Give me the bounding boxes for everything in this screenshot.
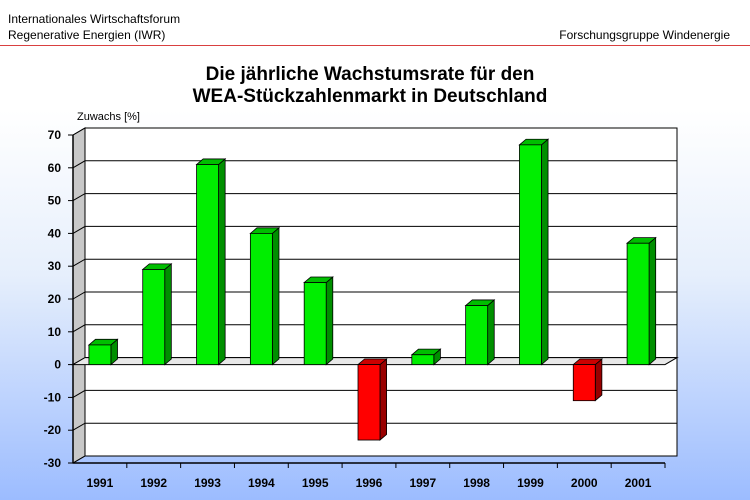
bar-2000 [572,358,603,402]
organization-subtitle: Regenerative Energien (IWR) [8,28,166,42]
x-tick-label: 1999 [517,476,544,490]
bar-1995 [303,276,334,366]
bar-front [572,364,596,402]
y-tick-label: 60 [48,161,62,175]
y-tick-label: -30 [44,456,62,470]
gridline [72,225,677,234]
gridline [72,291,677,300]
bar-side [648,236,657,366]
x-tick-label: 1996 [356,476,383,490]
bar-1993 [195,158,227,366]
bar-front [411,354,435,366]
bar-front [196,164,219,366]
bar-front [142,269,166,366]
y-tick-label: 20 [48,292,62,306]
gridline [72,455,677,464]
bar-front [626,242,650,366]
organization-name: Internationales Wirtschaftsforum [8,12,181,26]
y-tick-label: 70 [48,128,62,142]
bar-front [88,344,112,366]
bar-1996 [356,358,388,441]
bar-side [379,358,388,441]
chart-tick-labels: 70 60 50 40 30 20 10 0 -10 -20 -30 1991 1992 1993 1994… [44,128,652,490]
bar-side [325,276,334,366]
bar-2001 [626,236,657,366]
y-tick-label: 0 [54,358,61,372]
gridline [72,422,677,431]
x-tick-label: 1991 [87,476,114,490]
x-tick-label: 1995 [302,476,329,490]
bar-front [519,144,542,365]
x-tick-label: 1998 [463,476,490,490]
x-tick-label: 1997 [409,476,436,490]
x-tick-label: 2001 [625,476,652,490]
gridline [72,127,677,136]
chart-bars [87,138,657,441]
gridline [72,160,677,169]
research-group-name: Forschungsgruppe Windenergie [559,28,730,42]
bar-side [541,138,549,366]
header-divider [0,45,750,46]
bar-side [218,158,226,366]
y-tick-label: 10 [48,325,62,339]
gridline [72,258,677,267]
y-tick-label: 50 [48,194,62,208]
bar-side [487,299,495,366]
x-tick-label: 1993 [194,476,221,490]
y-axis-label: Zuwachs [%] [77,111,140,123]
bar-1991 [87,338,119,366]
bar-front [357,364,381,441]
chart-title-line-1: Die jährliche Wachstumsrate für den [205,64,535,85]
y-tick-label: 30 [48,259,62,273]
bar-side [271,226,280,366]
y-tick-label: -10 [44,390,62,404]
bar-1997 [410,348,442,366]
bar-front [465,305,489,365]
x-tick-label: 1992 [140,476,167,490]
gridline [72,389,677,398]
gridline [72,193,677,202]
bar-1999 [518,138,550,366]
bar-1992 [141,263,173,366]
y-tick-label: 40 [48,226,62,240]
bar-side [594,358,603,402]
bar-1998 [464,299,496,366]
bar-front [249,232,273,365]
x-tick-label: 2000 [571,476,598,490]
chart-axes [68,134,666,468]
bar-side [164,263,172,366]
chart-title-line-2: WEA-Stückzahlenmarkt in Deutschland [192,86,548,107]
bar-1994 [249,226,281,366]
y-tick-label: -20 [44,423,62,437]
x-tick-label: 1994 [248,476,275,490]
chart-title: Die jährliche Wachstumsrate für den WEA-… [0,64,740,108]
bar-front [303,282,327,366]
